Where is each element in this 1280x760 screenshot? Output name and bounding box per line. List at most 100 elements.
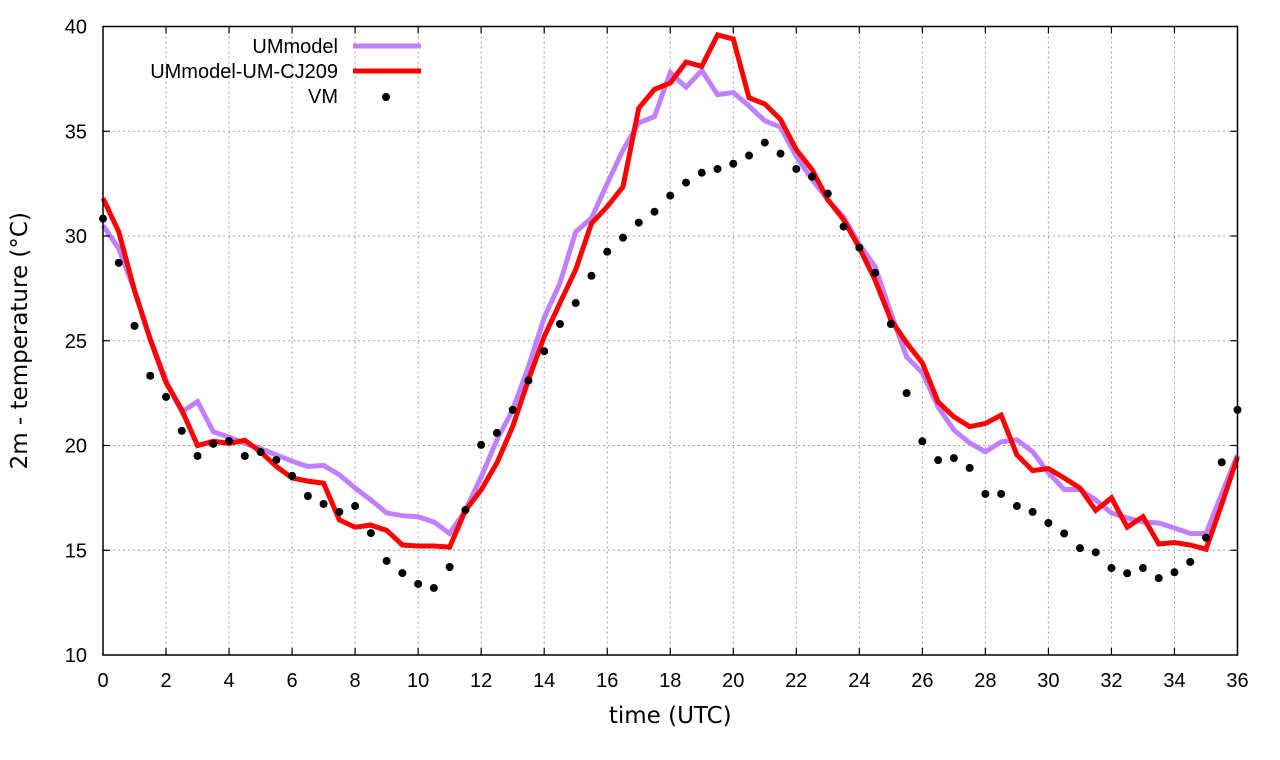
series-layer <box>99 31 1242 592</box>
data-point-vm <box>335 507 344 516</box>
x-tick-label: 34 <box>1163 670 1185 692</box>
data-point-vm <box>414 579 423 588</box>
data-point-vm <box>760 138 769 147</box>
data-point-vm <box>177 426 186 435</box>
data-point-vm <box>949 454 958 463</box>
data-point-vm <box>382 556 391 565</box>
x-tick-label: 24 <box>848 670 870 692</box>
x-tick-label: 30 <box>1037 670 1059 692</box>
data-point-vm <box>240 451 249 460</box>
y-tick-label: 10 <box>65 645 87 667</box>
data-point-vm <box>461 506 470 515</box>
data-point-vm <box>587 271 596 280</box>
data-point-vm <box>981 489 990 498</box>
data-point-vm <box>634 218 643 227</box>
data-point-vm <box>398 569 407 578</box>
data-point-vm <box>225 436 234 445</box>
legend-label: UMmodel-UM-CJ209 <box>150 61 338 83</box>
data-point-vm <box>508 405 517 414</box>
data-point-vm <box>540 347 549 356</box>
x-tick-label: 32 <box>1100 670 1122 692</box>
data-point-vm <box>272 455 281 464</box>
x-tick-label: 36 <box>1226 670 1248 692</box>
data-point-vm <box>871 268 880 277</box>
x-tick-label: 26 <box>911 670 933 692</box>
series-line-ummodel <box>100 66 1240 538</box>
data-point-vm <box>745 151 754 160</box>
data-point-vm <box>997 489 1006 498</box>
y-tick-label: 20 <box>65 436 87 458</box>
data-point-vm <box>146 371 155 380</box>
data-point-vm <box>319 499 328 508</box>
data-point-vm <box>1186 557 1195 566</box>
data-point-vm <box>209 439 218 448</box>
data-point-vm <box>729 159 738 168</box>
data-point-vm <box>1138 564 1147 573</box>
y-tick-label: 35 <box>65 121 87 143</box>
legend-label: VM <box>308 86 338 108</box>
legend-entry-ummodel-um-cj209: UMmodel-UM-CJ209 <box>150 61 421 83</box>
data-point-vm <box>886 319 895 328</box>
legend-entry-ummodel: UMmodel <box>252 36 421 58</box>
x-tick-label: 16 <box>596 670 618 692</box>
data-point-vm <box>808 172 817 181</box>
legend-entry-vm: VM <box>308 86 390 108</box>
data-point-vm <box>1091 548 1100 557</box>
data-point-vm <box>162 392 171 401</box>
data-point-vm <box>1217 458 1226 467</box>
data-point-vm <box>1012 502 1021 511</box>
data-point-vm <box>682 178 691 187</box>
data-point-vm <box>918 437 927 446</box>
data-point-vm <box>492 428 501 437</box>
data-point-vm <box>445 563 454 572</box>
data-point-vm <box>130 321 139 330</box>
data-point-vm <box>193 451 202 460</box>
data-point-vm <box>571 299 580 308</box>
data-point-vm <box>934 456 943 465</box>
x-tick-label: 28 <box>974 670 996 692</box>
y-tick-label: 40 <box>65 17 87 39</box>
data-point-vm <box>1060 529 1069 538</box>
x-tick-label: 0 <box>97 670 108 692</box>
data-point-vm <box>366 529 375 538</box>
axis-ticks: 0 2 4 6 8 10 12 14 16 18 20 22 24 26 28 30 32 34 361015202… <box>65 17 1249 693</box>
x-tick-label: 2 <box>160 670 171 692</box>
data-point-vm <box>429 583 438 592</box>
data-point-vm <box>288 471 297 480</box>
x-tick-label: 20 <box>722 670 744 692</box>
data-point-vm <box>965 463 974 472</box>
y-axis-title: 2m - temperature (°C) <box>7 212 33 469</box>
x-axis-title: time (UTC) <box>609 703 732 729</box>
data-point-vm <box>618 233 627 242</box>
legend-swatch <box>382 93 390 101</box>
data-point-vm <box>1201 533 1210 542</box>
data-point-vm <box>555 319 564 328</box>
legend-label: UMmodel <box>252 36 338 58</box>
data-point-vm <box>855 243 864 252</box>
data-point-vm <box>303 491 312 500</box>
data-point-vm <box>1154 574 1163 583</box>
data-point-vm <box>1044 519 1053 528</box>
y-tick-label: 15 <box>65 540 87 562</box>
data-point-vm <box>1107 564 1116 573</box>
data-point-vm <box>524 376 533 385</box>
x-tick-label: 12 <box>470 670 492 692</box>
data-point-vm <box>1028 507 1037 516</box>
x-tick-label: 6 <box>287 670 298 692</box>
data-point-vm <box>1075 544 1084 553</box>
legend: UMmodel UMmodel-UM-CJ209 VM <box>150 36 421 108</box>
data-point-vm <box>792 164 801 173</box>
data-point-vm <box>477 440 486 449</box>
y-tick-label: 25 <box>65 331 87 353</box>
data-point-vm <box>713 164 722 173</box>
data-point-vm <box>1123 569 1132 578</box>
x-tick-label: 22 <box>785 670 807 692</box>
data-point-vm <box>351 502 360 511</box>
x-tick-label: 10 <box>407 670 429 692</box>
grid <box>103 26 1238 655</box>
x-tick-label: 18 <box>659 670 681 692</box>
data-point-vm <box>839 222 848 231</box>
data-point-vm <box>697 168 706 177</box>
data-point-vm <box>650 207 659 216</box>
